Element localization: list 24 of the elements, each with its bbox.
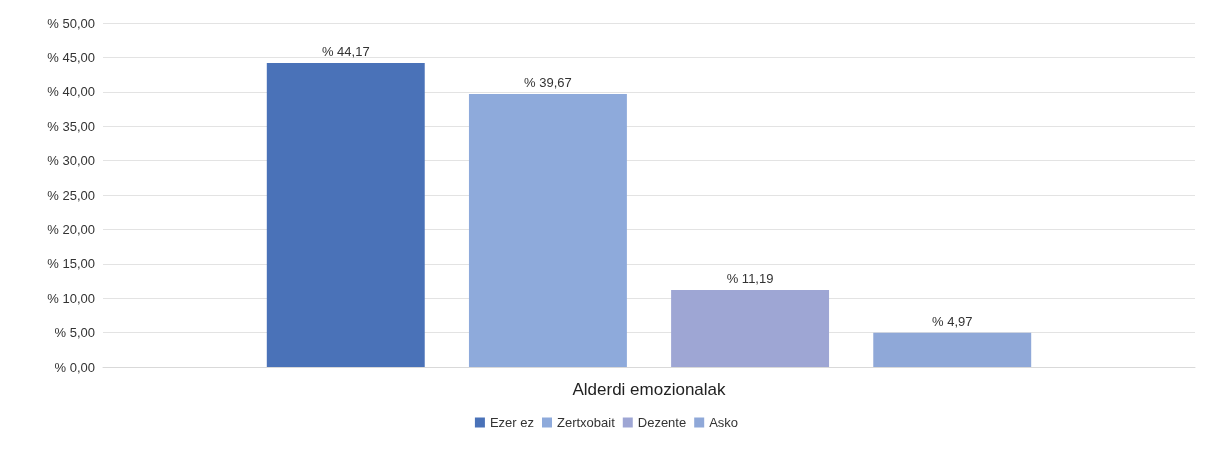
data-label: % 4,97: [931, 313, 973, 329]
y-tick-label: % 0,00: [54, 359, 95, 375]
data-label: % 44,17: [321, 44, 370, 60]
y-tick-label: % 30,00: [47, 153, 95, 169]
y-tick-label: % 40,00: [47, 84, 95, 100]
y-tick-label: % 25,00: [47, 187, 95, 203]
bar: [873, 332, 1032, 367]
data-label: % 39,67: [524, 75, 572, 91]
y-tick-label: % 15,00: [47, 256, 95, 272]
y-tick-label: % 5,00: [54, 325, 95, 341]
legend-label: Dezente: [637, 415, 687, 430]
legend-label: Asko: [709, 415, 739, 430]
bar: [671, 290, 830, 367]
y-tick-label: % 50,00: [47, 15, 95, 31]
bar: [468, 94, 627, 367]
bar: [266, 63, 425, 367]
y-tick-label: % 20,00: [47, 221, 95, 237]
y-tick-label: % 35,00: [47, 118, 95, 134]
data-label: % 11,19: [726, 271, 774, 287]
legend-label: Ezer ez: [489, 415, 534, 430]
y-tick-label: % 10,00: [47, 290, 95, 306]
y-tick-label: % 45,00: [47, 49, 95, 65]
x-tick-label: Alderdi emozionalak: [572, 380, 727, 399]
legend-label: Zertxobait: [556, 415, 616, 430]
